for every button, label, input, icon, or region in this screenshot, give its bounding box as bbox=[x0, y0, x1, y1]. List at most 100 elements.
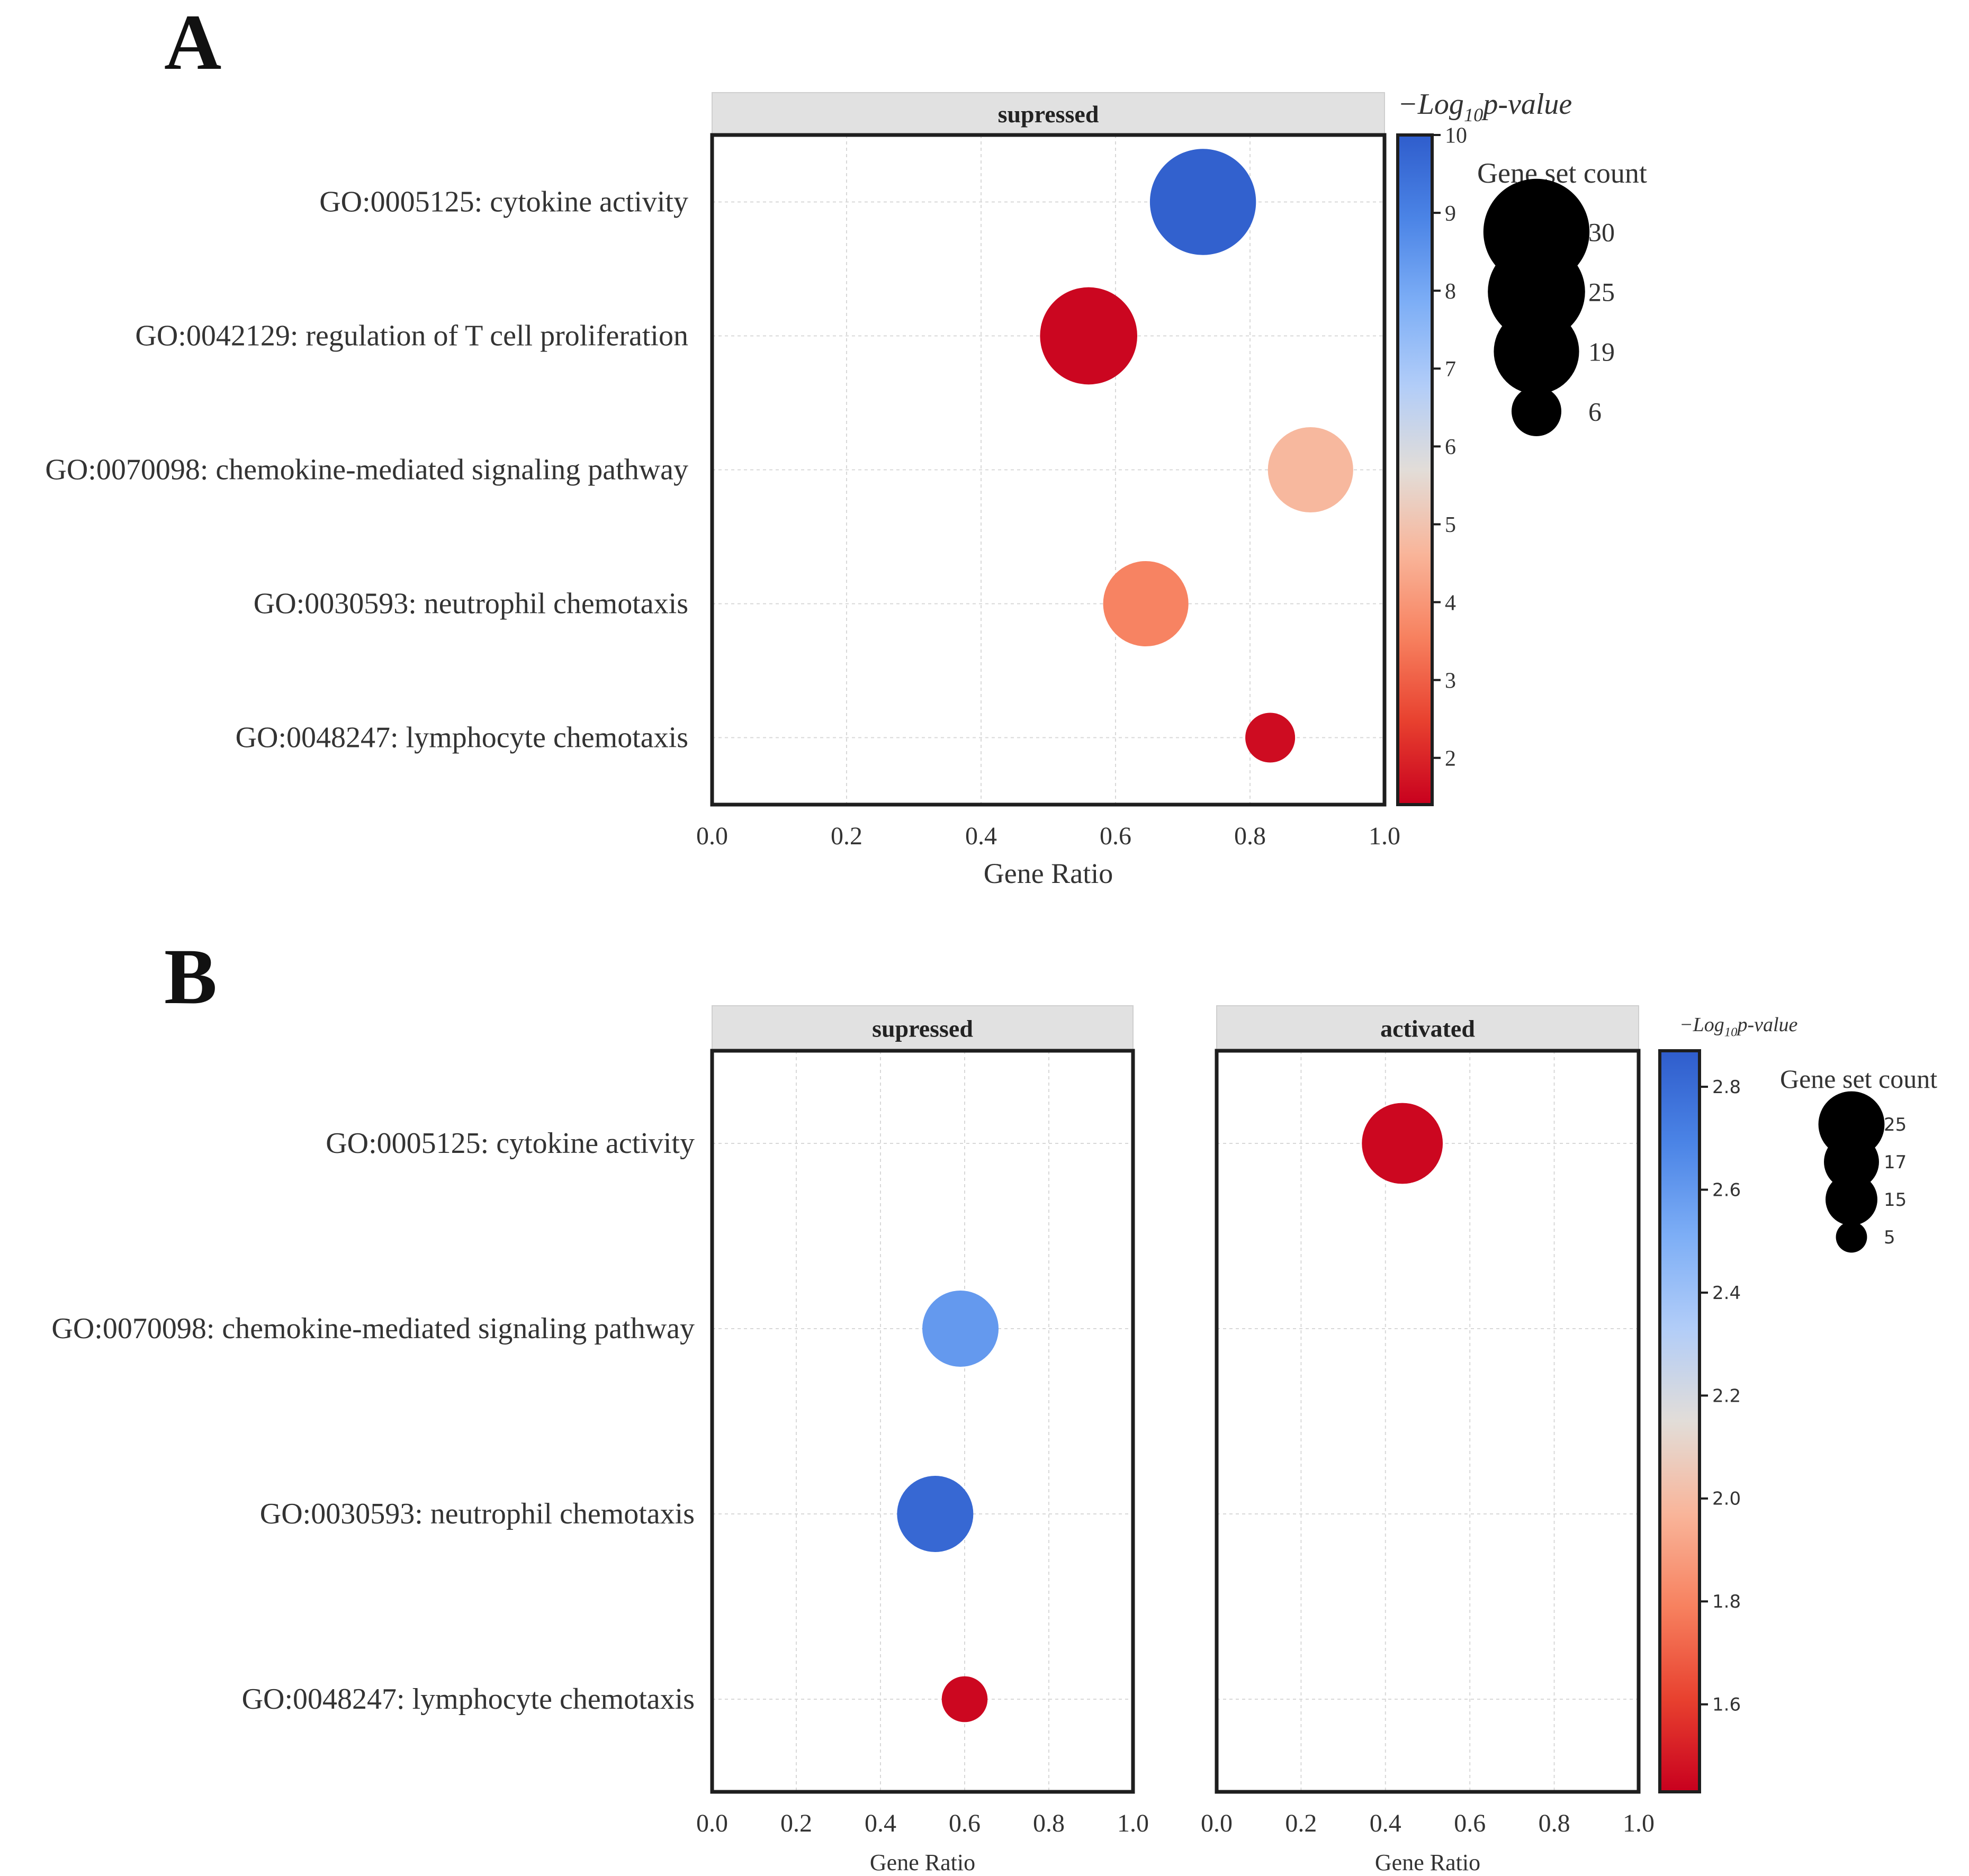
colorbar-title-sub: 10 bbox=[1464, 104, 1483, 125]
facet-title: supressed bbox=[998, 101, 1099, 128]
panel-a: A GO:0005125: cytokine activity GO:0042129… bbox=[45, 0, 1647, 889]
size-legend-marker bbox=[1824, 1134, 1879, 1189]
colorbar-tick-label: 8 bbox=[1445, 279, 1456, 304]
data-point bbox=[1267, 427, 1353, 513]
size-legend-marker bbox=[1826, 1174, 1877, 1225]
x-tick-label: 0.8 bbox=[1033, 1809, 1065, 1837]
size-legend-label: 25 bbox=[1884, 1114, 1907, 1135]
facet-activated: activated 0.0 0.2 0.4 0.6 0.8 1.0 Gene Ratio bbox=[1201, 1005, 1655, 1875]
category-label: GO:0042129: regulation of T cell prolife… bbox=[135, 319, 688, 352]
size-legend-marker bbox=[1836, 1221, 1867, 1253]
size-legend-label: 25 bbox=[1588, 277, 1615, 307]
colorbar-title-main: −Log bbox=[1679, 1014, 1724, 1036]
colorbar-tick-label: 7 bbox=[1445, 357, 1456, 382]
data-point bbox=[922, 1290, 999, 1367]
x-tick-label: 0.2 bbox=[831, 822, 862, 850]
colorbar-title: −Log10p-value bbox=[1398, 88, 1572, 125]
size-legend-marker bbox=[1494, 309, 1579, 394]
colorbar: −Log10p-value 2 3 4 5 6 7 8 9 10 bbox=[1396, 88, 1572, 806]
category-label: GO:0030593: neutrophil chemotaxis bbox=[260, 1498, 695, 1530]
size-legend-label: 19 bbox=[1588, 337, 1615, 367]
data-point bbox=[1103, 561, 1189, 647]
colorbar-title-tail: p-value bbox=[1736, 1014, 1797, 1036]
x-axis-label: Gene Ratio bbox=[870, 1850, 975, 1875]
size-legend-label: 17 bbox=[1884, 1152, 1907, 1173]
x-tick-label: 0.0 bbox=[696, 822, 728, 850]
x-tick-label: 0.8 bbox=[1539, 1809, 1570, 1837]
colorbar-tick-label: 3 bbox=[1445, 669, 1456, 693]
colorbar-tick-label: 9 bbox=[1445, 202, 1456, 226]
size-legend-label: 15 bbox=[1884, 1189, 1907, 1211]
category-label: GO:0070098: chemokine-mediated signaling… bbox=[51, 1312, 695, 1345]
size-legend-title: Gene set count bbox=[1780, 1064, 1937, 1094]
x-tick-label: 0.4 bbox=[1370, 1809, 1401, 1837]
plot-frame bbox=[710, 1049, 1135, 1794]
colorbar-tick-label: 5 bbox=[1445, 513, 1456, 537]
colorbar-tick-label: 2.0 bbox=[1712, 1489, 1741, 1510]
x-tick-label: 0.0 bbox=[696, 1809, 728, 1837]
colorbar-tick-label: 1.8 bbox=[1712, 1591, 1741, 1612]
x-axis-label: Gene Ratio bbox=[984, 858, 1113, 889]
size-legend-label: 5 bbox=[1884, 1227, 1895, 1248]
x-tick-label: 0.6 bbox=[1454, 1809, 1486, 1837]
panel-label: A bbox=[164, 0, 221, 86]
x-tick-label: 0.4 bbox=[865, 1809, 896, 1837]
x-tick-label: 0.4 bbox=[965, 822, 997, 850]
size-legend: Gene set count 25 17 15 5 bbox=[1780, 1064, 1937, 1253]
colorbar-tick-label: 6 bbox=[1445, 435, 1456, 459]
x-tick-label: 0.0 bbox=[1201, 1809, 1233, 1837]
colorbar-gradient bbox=[1658, 1049, 1701, 1793]
colorbar-gradient bbox=[1396, 133, 1434, 806]
x-tick-label: 1.0 bbox=[1623, 1809, 1655, 1837]
size-legend: Gene set count 30 25 19 6 bbox=[1477, 157, 1647, 437]
x-tick-label: 0.6 bbox=[1100, 822, 1131, 850]
x-tick-label: 0.2 bbox=[780, 1809, 812, 1837]
facet-title: supressed bbox=[872, 1015, 973, 1042]
category-label: GO:0048247: lymphocyte chemotaxis bbox=[236, 721, 688, 754]
x-tick-label: 0.2 bbox=[1285, 1809, 1317, 1837]
size-legend-title: Gene set count bbox=[1477, 157, 1647, 189]
colorbar-tick-label: 2.8 bbox=[1712, 1077, 1741, 1098]
facet-strip bbox=[1216, 1005, 1639, 1051]
colorbar-tick-label: 2.4 bbox=[1712, 1283, 1741, 1304]
colorbar-tick-label: 2.6 bbox=[1712, 1179, 1741, 1201]
facet-supressed: supressed 0.0 0.2 0.4 0.6 0.8 1.0 Gene Ratio bbox=[696, 92, 1400, 889]
x-tick-label: 0.8 bbox=[1234, 822, 1266, 850]
x-axis-label: Gene Ratio bbox=[1375, 1850, 1480, 1875]
colorbar-title-tail: p-value bbox=[1481, 88, 1572, 121]
plot-frame bbox=[1215, 1049, 1641, 1794]
category-label: GO:0048247: lymphocyte chemotaxis bbox=[242, 1683, 695, 1716]
data-point bbox=[941, 1676, 988, 1722]
facet-strip bbox=[712, 92, 1385, 136]
category-label: GO:0070098: chemokine-mediated signaling… bbox=[45, 453, 688, 486]
category-label: GO:0005125: cytokine activity bbox=[319, 185, 688, 218]
colorbar-tick-label: 4 bbox=[1445, 591, 1456, 615]
facet-supressed: supressed 0.0 0.2 0.4 0.6 0.8 1.0 Gene Ratio bbox=[696, 1005, 1149, 1875]
plot-frame bbox=[710, 133, 1387, 807]
colorbar-tick-label: 10 bbox=[1445, 124, 1467, 148]
facet-title: activated bbox=[1380, 1015, 1475, 1042]
data-point bbox=[1040, 287, 1138, 385]
panel-label: B bbox=[164, 933, 217, 1021]
panel-b: B GO:0005125: cytokine activity GO:0070098… bbox=[51, 933, 1937, 1875]
size-legend-label: 6 bbox=[1588, 397, 1602, 427]
facet-strip bbox=[712, 1005, 1134, 1051]
x-tick-label: 1.0 bbox=[1117, 1809, 1149, 1837]
size-legend-marker bbox=[1488, 243, 1585, 340]
category-label: GO:0030593: neutrophil chemotaxis bbox=[254, 587, 688, 620]
category-label: GO:0005125: cytokine activity bbox=[326, 1127, 695, 1160]
colorbar-tick-label: 1.6 bbox=[1712, 1694, 1741, 1716]
size-legend-marker bbox=[1511, 386, 1562, 437]
data-point bbox=[1149, 149, 1256, 255]
colorbar-tick-label: 2 bbox=[1445, 746, 1456, 771]
colorbar-title-sub: 10 bbox=[1724, 1025, 1738, 1040]
colorbar-tick-label: 2.2 bbox=[1712, 1385, 1741, 1406]
data-point bbox=[1245, 712, 1296, 763]
data-point bbox=[1362, 1103, 1443, 1184]
size-legend-label: 30 bbox=[1588, 218, 1615, 247]
colorbar-title: −Log10p-value bbox=[1679, 1014, 1798, 1040]
data-point bbox=[897, 1475, 974, 1553]
x-tick-label: 0.6 bbox=[949, 1809, 981, 1837]
x-tick-label: 1.0 bbox=[1369, 822, 1400, 850]
